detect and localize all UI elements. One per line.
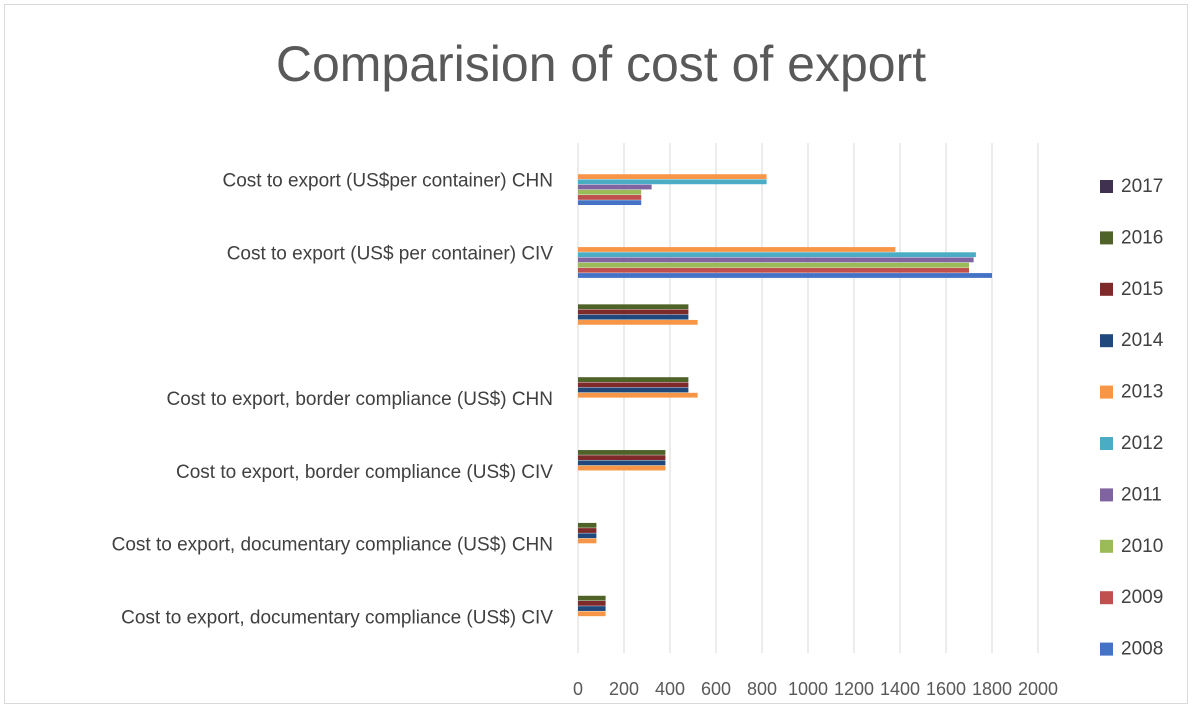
bar-2015 [578,309,689,315]
bar-2013 [578,538,597,544]
x-tick-label: 400 [655,679,685,699]
bar-2014 [578,606,606,611]
legend-swatch-2009 [1100,591,1113,605]
legend-swatch-2008 [1100,642,1113,656]
legend-label-2017: 2017 [1121,176,1163,197]
x-tick-label: 800 [747,679,777,699]
x-tick-label: 1800 [972,679,1012,699]
x-tick-label: 1600 [926,679,966,699]
bar-chart: Comparision of cost of export Cost to ex… [112,36,1164,699]
gridlines [577,143,1039,653]
bar-2016 [578,377,689,382]
legend-label-2015: 2015 [1121,279,1163,300]
legend-label-2014: 2014 [1121,330,1164,351]
bar-2016 [578,595,606,601]
x-tick-label: 200 [609,679,639,699]
legend-swatch-2017 [1100,180,1113,193]
category-label: Cost to export (US$per container) CHN [222,170,553,191]
legend-swatch-2010 [1100,539,1113,553]
category-label: Cost to export, border compliance (US$) … [167,389,553,410]
legend-label-2013: 2013 [1121,382,1163,403]
x-tick-label: 0 [573,679,583,699]
legend-label-2016: 2016 [1121,227,1163,248]
legend-swatch-2015 [1100,282,1113,296]
legend-swatch-2016 [1100,231,1113,245]
category-labels: Cost to export (US$per container) CHN Cos… [112,170,554,628]
bar-2016 [578,522,597,528]
bar-2014 [578,314,689,320]
category-label: Cost to export (US$ per container) CIV [227,243,554,264]
legend-label-2010: 2010 [1121,536,1163,557]
x-tick-label: 1400 [880,679,920,699]
legend-label-2009: 2009 [1121,587,1163,608]
bar-2012 [578,252,976,258]
chart-frame: Comparision of cost of export Cost to ex… [4,4,1188,704]
category-label: Cost to export, border compliance (US$) … [176,462,553,483]
bar-2013 [578,247,896,252]
legend-label-2011: 2011 [1121,484,1162,505]
bar-2015 [578,382,689,388]
legend-label-2012: 2012 [1121,433,1163,454]
legend-swatch-2012 [1100,437,1113,450]
bar-2011 [578,257,974,263]
legend-swatch-2013 [1100,385,1113,399]
x-tick-label: 600 [701,679,731,699]
x-tick-label: 1000 [788,679,828,699]
bar-2013 [578,319,698,325]
bar-2013 [578,392,698,398]
bar-2008 [578,273,992,278]
x-tick-label: 2000 [1018,679,1058,699]
bar-2013 [578,611,606,617]
bar-2014 [578,387,689,393]
bar-2015 [578,600,606,606]
bar-2010 [578,262,969,268]
bar-2010 [578,189,642,195]
bar-2011 [578,184,652,190]
bar-2016 [578,304,689,310]
bar-2014 [578,533,597,539]
category-label: Cost to export, documentary compliance (… [121,608,553,629]
bar-2015 [578,455,666,461]
bars [578,174,992,617]
bar-2009 [578,267,969,273]
bar-2009 [578,195,642,200]
bar-2012 [578,179,767,185]
legend: 2017 2016 2015 2014 2013 2012 2011 2010 2009 2008 [1100,176,1164,660]
bar-2014 [578,460,666,466]
category-label: Cost to export, documentary compliance (… [112,535,553,556]
bar-2013 [578,174,767,180]
legend-label-2008: 2008 [1121,639,1163,660]
x-tick-label: 1200 [834,679,874,699]
legend-swatch-2014 [1100,334,1113,348]
legend-swatch-2011 [1100,488,1113,502]
bar-2008 [578,200,642,206]
bar-2013 [578,465,666,471]
bar-2015 [578,528,597,533]
x-tick-labels: 0 200 400 600 800 1000 1200 1400 1600 1800 2000 [573,679,1058,699]
chart-title: Comparision of cost of export [276,36,926,92]
bar-2016 [578,450,666,455]
